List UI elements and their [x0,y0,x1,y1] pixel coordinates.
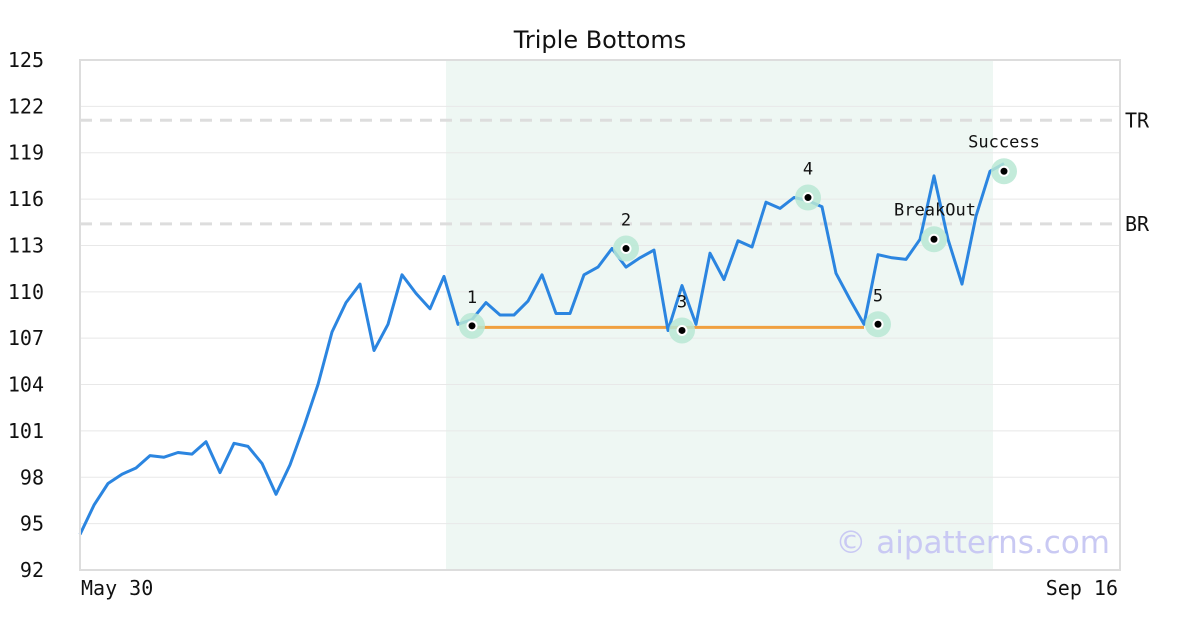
y-tick-label: 104 [8,373,44,397]
reference-label-br: BR [1125,212,1150,236]
y-tick-label: 95 [20,512,44,536]
y-tick-label: 101 [8,419,44,443]
y-tick-label: 116 [8,187,44,211]
price-line [78,162,1005,536]
annotation-5: 5 [873,286,883,306]
chart-title: Triple Bottoms [513,26,687,54]
x-tick-end: Sep 16 [1046,576,1118,600]
pattern-point-markers: 1 2 3 4 5 BreakOut Success [459,132,1040,344]
marker-dot-breakout [930,235,938,243]
y-tick-label: 98 [20,465,44,489]
annotation-3: 3 [677,292,687,312]
y-tick-label: 107 [8,326,44,350]
y-tick-label: 125 [8,48,44,72]
marker-dot-1 [468,322,476,330]
marker-dot-3 [678,326,686,334]
y-tick-label: 119 [8,141,44,165]
marker-dot-5 [874,320,882,328]
gridlines [80,59,1120,571]
marker-dot-success [1000,167,1008,175]
marker-dot-2 [622,245,630,253]
plot-frame [79,59,1121,571]
y-tick-label: 122 [8,94,44,118]
watermark: © aipatterns.com [835,525,1110,561]
y-axis-ticks: 92 95 98 101 104 107 110 113 116 119 122 125 [8,48,44,582]
annotation-breakout: BreakOut [894,200,976,220]
annotation-success: Success [968,132,1040,152]
y-tick-label: 92 [20,558,44,582]
y-tick-label: 113 [8,233,44,257]
x-tick-start: May 30 [81,576,153,600]
reference-label-tr: TR [1125,108,1150,132]
annotation-4: 4 [803,160,813,180]
annotation-1: 1 [467,288,477,308]
pattern-shaded-region [446,60,993,570]
annotation-2: 2 [621,211,631,231]
marker-dot-4 [804,194,812,202]
reference-lines: TR BR [80,108,1150,236]
y-tick-label: 110 [8,280,44,304]
